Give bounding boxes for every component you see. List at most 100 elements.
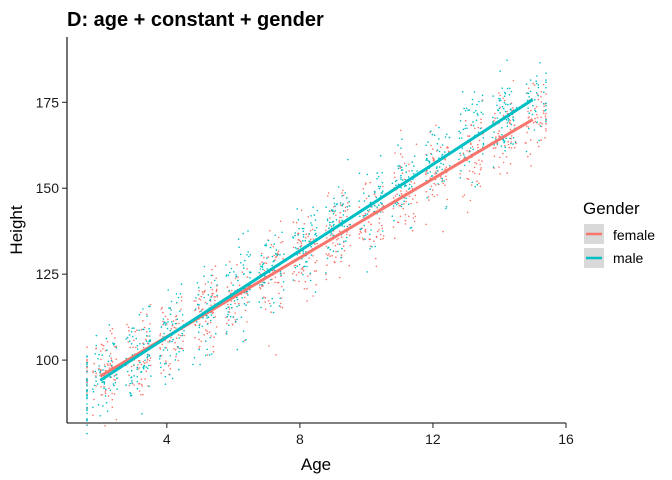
scatter-point-female — [333, 211, 336, 213]
scatter-point-female — [274, 276, 277, 279]
scatter-point-female — [340, 236, 343, 238]
scatter-point-male — [504, 146, 507, 148]
scatter-point-female — [111, 398, 114, 401]
scatter-point-female — [480, 167, 483, 169]
scatter-point-female — [538, 123, 540, 126]
scatter-point-male — [98, 353, 100, 356]
scatter-point-male — [428, 160, 431, 163]
scatter-point-female — [113, 378, 115, 381]
scatter-point-female — [478, 173, 481, 175]
scatter-point-female — [300, 244, 303, 247]
scatter-point-female — [536, 116, 539, 119]
scatter-point-female — [296, 242, 299, 244]
scatter-point-male — [296, 208, 299, 210]
scatter-point-male — [491, 136, 494, 139]
scatter-point-female — [246, 268, 248, 270]
scatter-point-male — [130, 376, 133, 378]
scatter-point-female — [401, 172, 404, 174]
scatter-point-female — [169, 362, 171, 365]
scatter-point-female — [276, 281, 279, 284]
x-axis-ticks: 4 8 12 16 — [163, 423, 574, 447]
scatter-point-female — [264, 301, 267, 303]
scatter-point-male — [465, 124, 467, 127]
scatter-point-female — [358, 233, 361, 235]
scatter-point-male — [171, 340, 173, 343]
scatter-point-female — [109, 352, 112, 355]
scatter-point-female — [298, 271, 300, 274]
scatter-point-female — [301, 268, 304, 270]
scatter-point-female — [160, 354, 163, 357]
scatter-point-male — [296, 248, 298, 250]
scatter-point-female — [211, 292, 214, 295]
scatter-point-female — [203, 334, 206, 336]
scatter-point-male — [400, 166, 403, 169]
scatter-point-male — [366, 213, 369, 215]
scatter-point-female — [508, 146, 511, 149]
scatter-point-female — [293, 279, 296, 282]
scatter-point-female — [226, 286, 229, 288]
scatter-point-female — [178, 334, 180, 336]
scatter-point-female — [477, 126, 480, 129]
scatter-point-female — [515, 142, 517, 145]
scatter-point-female — [540, 139, 542, 141]
scatter-point-male — [314, 219, 317, 221]
scatter-point-female — [175, 355, 177, 358]
scatter-point-male — [482, 113, 484, 115]
scatter-point-male — [86, 383, 88, 385]
scatter-point-male — [499, 112, 501, 114]
scatter-point-male — [115, 373, 118, 376]
scatter-point-male — [526, 99, 529, 102]
scatter-point-female — [198, 347, 200, 349]
scatter-point-male — [209, 319, 212, 322]
scatter-point-male — [225, 333, 228, 335]
scatter-point-male — [436, 149, 439, 151]
scatter-point-female — [359, 230, 362, 233]
scatter-point-female — [468, 135, 471, 137]
scatter-point-female — [263, 269, 266, 272]
scatter-point-female — [472, 170, 474, 173]
scatter-point-male — [247, 230, 249, 232]
scatter-point-female — [194, 336, 196, 339]
scatter-point-male — [440, 162, 442, 165]
scatter-point-female — [183, 334, 185, 337]
scatter-point-male — [475, 109, 477, 112]
scatter-point-female — [203, 290, 206, 293]
scatter-point-female — [493, 155, 496, 158]
scatter-point-male — [325, 206, 328, 208]
scatter-point-male — [472, 121, 474, 123]
scatter-point-male — [215, 332, 217, 335]
scatter-point-female — [412, 198, 414, 200]
scatter-point-female — [234, 302, 236, 305]
scatter-point-male — [169, 355, 172, 357]
scatter-point-female — [214, 299, 216, 302]
scatter-point-female — [114, 379, 117, 381]
scatter-point-female — [381, 227, 384, 230]
scatter-point-female — [177, 347, 179, 349]
scatter-point-female — [498, 136, 501, 138]
scatter-point-male — [265, 244, 268, 247]
scatter-point-male — [341, 219, 343, 222]
scatter-point-male — [195, 297, 197, 299]
scatter-point-female — [161, 343, 164, 346]
scatter-point-female — [198, 298, 200, 300]
scatter-point-male — [305, 251, 307, 253]
scatter-point-male — [401, 203, 403, 206]
scatter-point-female — [404, 223, 407, 225]
scatter-point-female — [246, 321, 248, 323]
scatter-point-male — [114, 382, 117, 384]
scatter-point-male — [374, 192, 376, 194]
scatter-point-female — [204, 329, 207, 331]
x-axis-title: Age — [301, 455, 331, 474]
scatter-point-female — [180, 296, 183, 298]
scatter-point-male — [258, 271, 261, 274]
scatter-point-male — [501, 87, 504, 89]
scatter-point-male — [309, 272, 312, 275]
scatter-point-female — [95, 347, 97, 350]
scatter-point-male — [294, 266, 297, 269]
scatter-point-male — [86, 408, 88, 410]
scatter-point-male — [249, 277, 251, 279]
scatter-point-male — [407, 176, 410, 178]
scatter-point-male — [274, 253, 277, 255]
scatter-point-female — [337, 243, 339, 245]
scatter-point-female — [274, 281, 276, 284]
